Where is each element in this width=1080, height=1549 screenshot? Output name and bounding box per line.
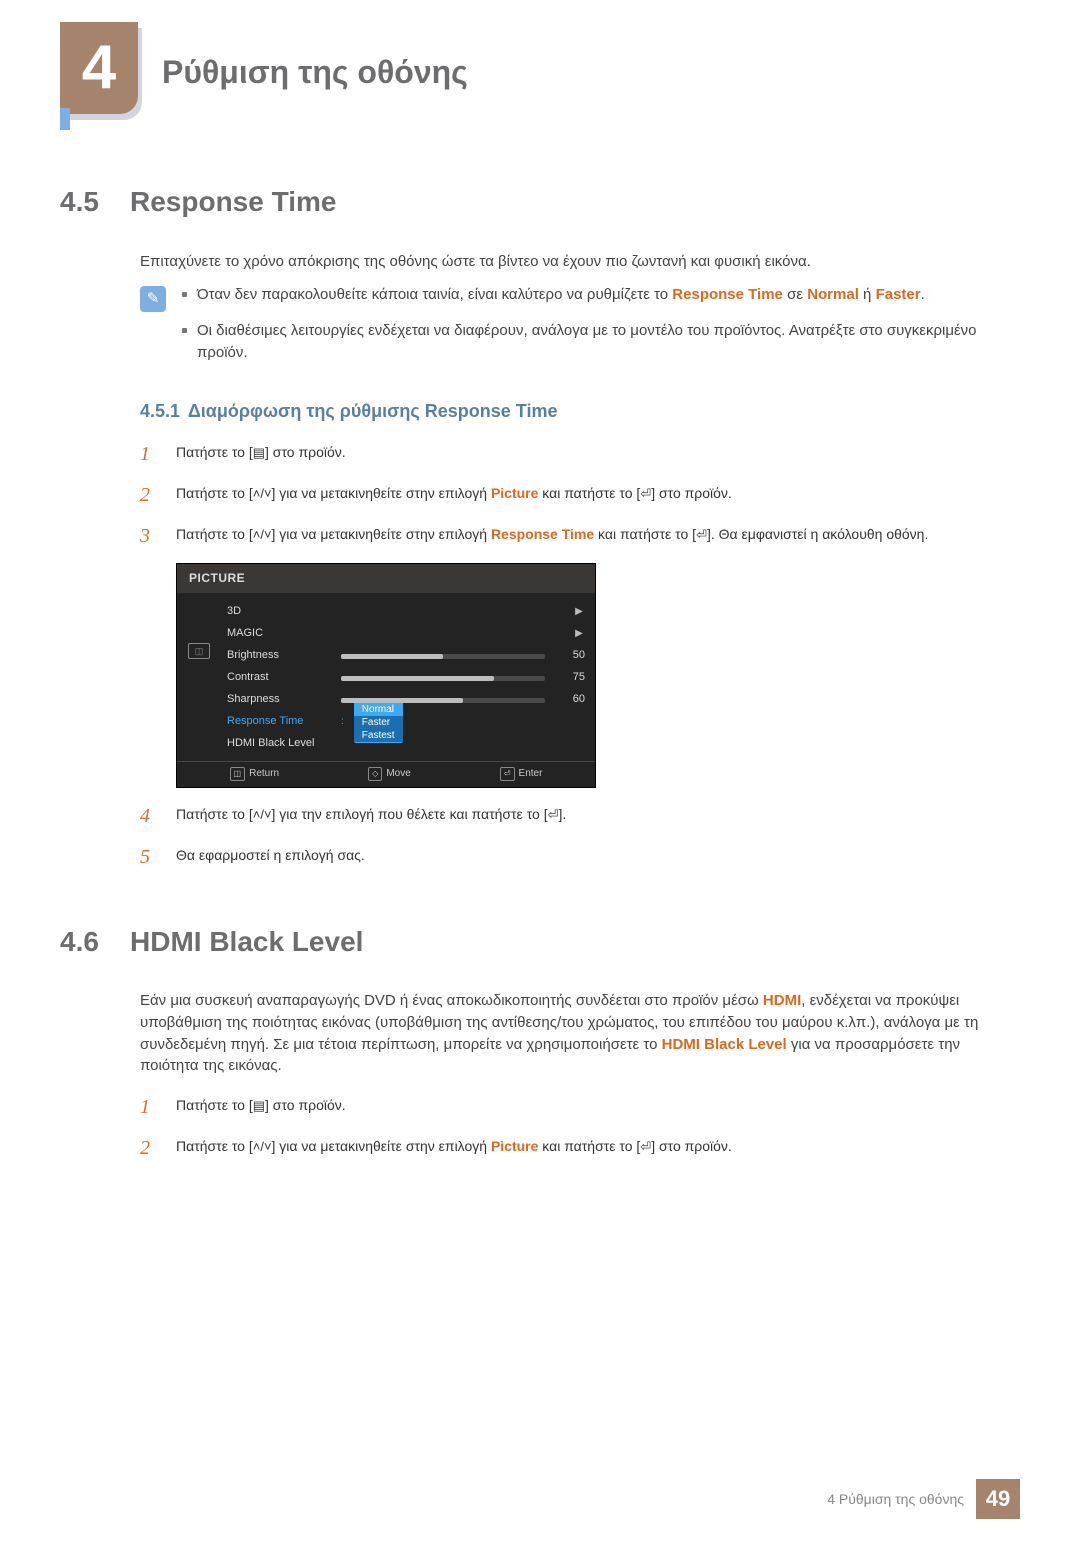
osd-row-contrast: Contrast75 <box>221 667 585 689</box>
step-1: 1 Πατήστε το [▤] στο προϊόν. <box>140 440 1020 469</box>
osd-row-brightness: Brightness50 <box>221 645 585 667</box>
section-4-6-body: Εάν μια συσκευή αναπαραγωγής DVD ή ένας … <box>140 990 1020 1077</box>
section-number: 4.6 <box>60 922 130 963</box>
enter-icon: ⏎ <box>548 806 559 825</box>
note-line-2: Οι διαθέσιμες λειτουργίες ενδέχεται να δ… <box>197 320 1020 364</box>
footer-text: 4 Ρύθμιση της οθόνης <box>827 1489 964 1509</box>
osd-title: PICTURE <box>177 564 595 593</box>
updown-icon: ˄/˅ <box>253 485 272 504</box>
step-3: 3 Πατήστε το [˄/˅] για να μετακινηθείτε … <box>140 522 1020 551</box>
osd-row-response-time: Response Time : Normal Faster Fastest <box>221 711 585 733</box>
section-title: HDMI Black Level <box>130 926 363 957</box>
section-title: Response Time <box>130 186 336 217</box>
enter-icon: ⏎ <box>500 767 515 781</box>
menu-icon: ▤ <box>253 444 265 463</box>
intro-text: Επιταχύνετε το χρόνο απόκρισης της οθόνη… <box>140 251 1020 273</box>
section-number: 4.5 <box>60 182 130 223</box>
bullet-icon <box>182 328 187 333</box>
osd-row-magic: MAGIC▶ <box>221 623 585 645</box>
updown-icon: ˄/˅ <box>253 1138 272 1157</box>
enter-icon: ⏎ <box>640 1138 651 1157</box>
updown-icon: ˄/˅ <box>253 806 272 825</box>
updown-icon: ˄/˅ <box>253 526 272 545</box>
page-footer: 4 Ρύθμιση της οθόνης 49 <box>827 1479 1020 1519</box>
note-icon: ✎ <box>140 286 166 312</box>
step-1: 1 Πατήστε το [▤] στο προϊόν. <box>140 1093 1020 1122</box>
chapter-header: 4 Ρύθμιση της οθόνης <box>60 22 1020 122</box>
section-4-5: 4.5Response Time Επιταχύνετε το χρόνο απ… <box>60 182 1020 872</box>
chapter-tab: 4 <box>60 22 144 122</box>
osd-screenshot: PICTURE ◫ 3D▶ MAGIC▶ Brightness50 Contra… <box>176 563 596 788</box>
subsection-heading: 4.5.1 Διαμόρφωση της ρύθμισης Response T… <box>140 398 1020 424</box>
note-box: ✎ Όταν δεν παρακολουθείτε κάποια ταινία,… <box>140 284 1020 373</box>
chapter-title: Ρύθμιση της οθόνης <box>162 49 468 95</box>
osd-footer: ◫Return ◇Move ⏎Enter <box>177 761 595 787</box>
page-number: 49 <box>976 1479 1020 1519</box>
bullet-icon <box>182 292 187 297</box>
osd-dropdown: Normal Faster Fastest <box>354 702 403 743</box>
step-2: 2 Πατήστε το [˄/˅] για να μετακινηθείτε … <box>140 1134 1020 1163</box>
menu-icon: ▤ <box>253 1097 265 1116</box>
move-icon: ◇ <box>368 767 382 781</box>
section-4-6: 4.6HDMI Black Level Εάν μια συσκευή αναπ… <box>60 922 1020 1164</box>
osd-side-icon: ◫ <box>188 643 210 659</box>
note-line-1: Όταν δεν παρακολουθείτε κάποια ταινία, ε… <box>197 284 925 306</box>
return-icon: ◫ <box>230 767 246 781</box>
step-4: 4 Πατήστε το [˄/˅] για την επιλογή που θ… <box>140 802 1020 831</box>
chapter-number: 4 <box>82 37 116 99</box>
osd-row-3d: 3D▶ <box>221 601 585 623</box>
enter-icon: ⏎ <box>696 526 707 545</box>
step-5: 5 Θα εφαρμοστεί η επιλογή σας. <box>140 843 1020 872</box>
enter-icon: ⏎ <box>640 485 651 504</box>
step-2: 2 Πατήστε το [˄/˅] για να μετακινηθείτε … <box>140 481 1020 510</box>
